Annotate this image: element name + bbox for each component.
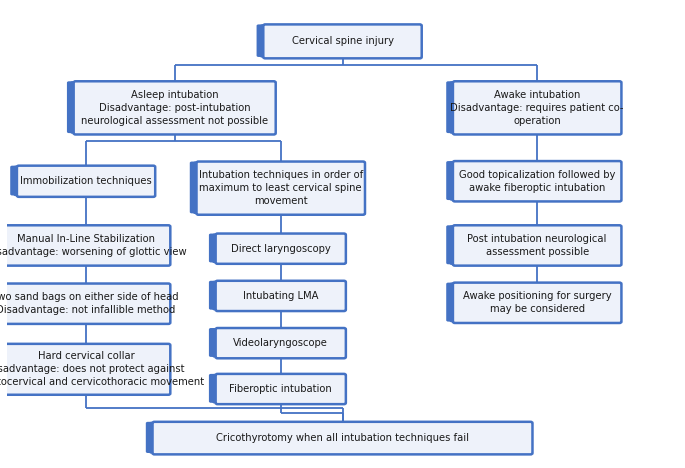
FancyBboxPatch shape: [257, 24, 419, 57]
Text: Fiberoptic intubation: Fiberoptic intubation: [229, 384, 332, 394]
FancyBboxPatch shape: [209, 281, 342, 310]
Text: Intubating LMA: Intubating LMA: [243, 291, 319, 301]
Text: Two sand bags on either side of head
Disadvantage: not infallible method: Two sand bags on either side of head Dis…: [0, 292, 179, 315]
Text: Awake positioning for surgery
may be considered: Awake positioning for surgery may be con…: [463, 292, 612, 314]
FancyBboxPatch shape: [67, 81, 273, 133]
FancyBboxPatch shape: [453, 161, 621, 201]
FancyBboxPatch shape: [0, 284, 167, 322]
FancyBboxPatch shape: [446, 81, 618, 133]
FancyBboxPatch shape: [263, 24, 422, 58]
FancyBboxPatch shape: [2, 344, 171, 395]
FancyBboxPatch shape: [212, 328, 344, 358]
FancyBboxPatch shape: [153, 422, 532, 454]
FancyBboxPatch shape: [216, 374, 346, 404]
Text: Manual In-Line Stabilization
Disadvantage: worsening of glottic view: Manual In-Line Stabilization Disadvantag…: [0, 234, 186, 257]
FancyBboxPatch shape: [212, 281, 344, 310]
FancyBboxPatch shape: [209, 234, 342, 263]
Text: Immobilization techniques: Immobilization techniques: [20, 176, 152, 186]
FancyBboxPatch shape: [2, 225, 171, 266]
FancyBboxPatch shape: [212, 374, 344, 403]
FancyBboxPatch shape: [216, 328, 346, 358]
Text: Direct laryngoscopy: Direct laryngoscopy: [231, 244, 331, 254]
Text: Asleep intubation
Disadvantage: post-intubation
neurological assessment not poss: Asleep intubation Disadvantage: post-int…: [81, 90, 269, 126]
FancyBboxPatch shape: [453, 81, 621, 134]
FancyBboxPatch shape: [71, 81, 274, 134]
FancyBboxPatch shape: [17, 166, 155, 197]
FancyBboxPatch shape: [216, 234, 346, 264]
Text: Cervical spine injury: Cervical spine injury: [292, 37, 393, 46]
FancyBboxPatch shape: [197, 161, 365, 215]
Text: Good topicalization followed by
awake fiberoptic intubation: Good topicalization followed by awake fi…: [459, 170, 615, 193]
FancyBboxPatch shape: [0, 225, 169, 265]
FancyBboxPatch shape: [146, 422, 529, 453]
Text: Post intubation neurological
assessment possible: Post intubation neurological assessment …: [467, 234, 607, 257]
FancyBboxPatch shape: [446, 283, 618, 322]
FancyBboxPatch shape: [216, 281, 346, 311]
FancyBboxPatch shape: [453, 283, 621, 323]
FancyBboxPatch shape: [0, 225, 167, 264]
FancyBboxPatch shape: [449, 81, 620, 134]
FancyBboxPatch shape: [212, 234, 344, 263]
FancyBboxPatch shape: [0, 344, 167, 394]
FancyBboxPatch shape: [453, 225, 621, 266]
FancyBboxPatch shape: [209, 328, 342, 357]
FancyBboxPatch shape: [193, 161, 363, 214]
FancyBboxPatch shape: [0, 284, 169, 323]
FancyBboxPatch shape: [190, 161, 362, 213]
FancyBboxPatch shape: [209, 374, 342, 403]
FancyBboxPatch shape: [449, 161, 620, 201]
Text: Cricothyrotomy when all intubation techniques fail: Cricothyrotomy when all intubation techn…: [216, 433, 469, 443]
Text: Videolaryngoscope: Videolaryngoscope: [234, 338, 328, 348]
FancyBboxPatch shape: [449, 225, 620, 265]
FancyBboxPatch shape: [149, 422, 531, 453]
FancyBboxPatch shape: [10, 166, 152, 196]
FancyBboxPatch shape: [260, 24, 420, 58]
FancyBboxPatch shape: [446, 161, 618, 200]
FancyBboxPatch shape: [446, 225, 618, 264]
Text: Hard cervical collar
Disadvantage: does not protect against
occipitocervical and: Hard cervical collar Disadvantage: does …: [0, 351, 204, 387]
FancyBboxPatch shape: [0, 344, 169, 394]
FancyBboxPatch shape: [2, 284, 171, 324]
FancyBboxPatch shape: [74, 81, 275, 134]
FancyBboxPatch shape: [449, 283, 620, 322]
Text: Intubation techniques in order of
maximum to least cervical spine
movement: Intubation techniques in order of maximu…: [199, 170, 363, 206]
FancyBboxPatch shape: [14, 166, 153, 196]
Text: Awake intubation
Disadvantage: requires patient co-
operation: Awake intubation Disadvantage: requires …: [451, 90, 624, 126]
